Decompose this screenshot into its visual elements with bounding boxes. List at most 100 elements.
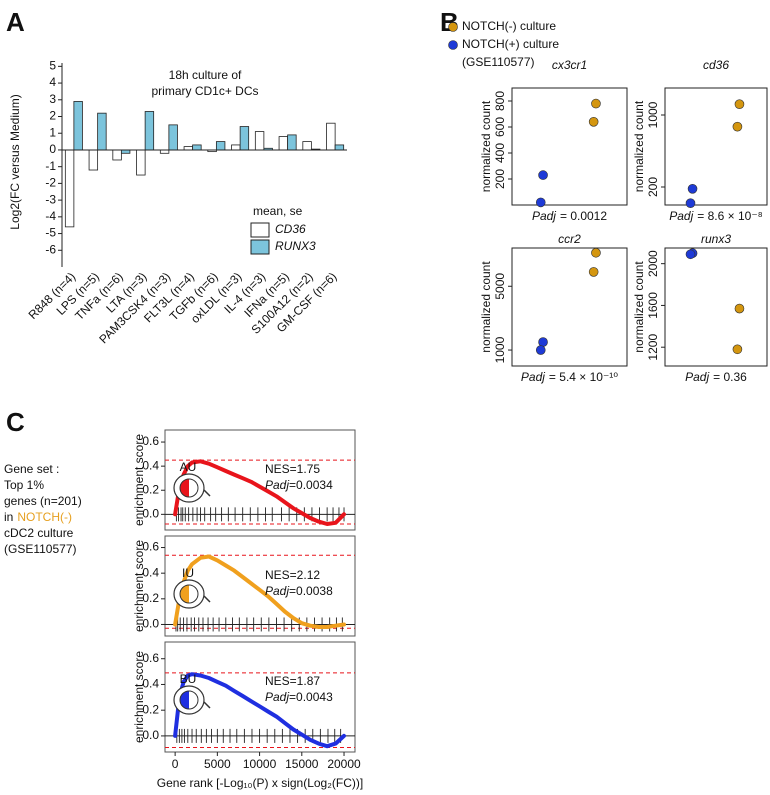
gene-set-text: Gene set : [4,462,59,476]
y-tick-label: 600 [493,117,507,137]
y-axis-label: enrichment score [132,651,146,743]
bar [136,149,146,176]
chart-title: 18h culture of [169,68,242,82]
point [732,344,743,355]
bar [168,124,178,151]
plot-frame [511,87,628,206]
y-tick-label: 0.0 [142,507,159,521]
panel-letter: C [6,407,25,437]
y-tick-label: 0 [49,142,56,156]
padj-note: Padj=0.0043 [265,690,333,704]
y-tick-label: 0.4 [142,458,159,472]
y-tick-label: 0.6 [142,434,159,448]
nes-label: NES=2.12 [265,568,320,582]
gene-set-line: genes (n=201) [4,494,82,508]
y-tick-label: -6 [45,242,56,256]
y-tick-label: 2000 [646,250,660,277]
legend-title: mean, se [253,204,303,218]
gene-set-line: Top 1% [4,478,44,492]
x-tick-label: 15000 [285,757,319,771]
eye-icon-fill [180,479,189,497]
plot-frame [511,247,628,367]
icon-label: AU [180,460,197,474]
bar [231,144,241,151]
legend-label: RUNX3 [275,239,316,253]
eye-icon-fill [180,585,189,603]
y-tick-label: 0.2 [142,482,159,496]
panel-letter: B [440,7,459,37]
bar [239,126,250,151]
y-axis-label: enrichment score [132,540,146,632]
padj-value: = 5.4 × 10⁻¹⁰ [549,370,618,384]
eye-icon-lens [179,690,199,710]
y-tick-label: 2 [49,109,56,123]
x-tick-label: 20000 [327,757,361,771]
point [734,99,745,109]
point [538,337,548,347]
y-tick-label: 1600 [646,292,660,319]
y-tick-label: 0.2 [142,591,159,605]
padj-value: =0.0034 [289,478,333,492]
panel-letter: A [6,7,25,37]
legend-marker [448,22,458,32]
legend-swatch [250,239,270,255]
point [535,345,546,355]
y-tick-label: 0.6 [142,651,159,665]
padj-note: Padj=0.0038 [265,584,333,598]
padj-label: Padj [669,209,693,223]
enrichment-curve [173,554,346,629]
eye-icon-lens [179,478,199,498]
point [535,197,546,208]
y-tick-label: 5 [49,59,56,73]
eye-icon-nerve [203,701,211,709]
bar [334,144,345,151]
chart-title: ccr2 [558,232,581,246]
bar [192,144,202,151]
chart-title: cd36 [703,58,729,72]
bar [254,131,265,151]
bar [112,149,122,161]
bar [302,141,312,151]
y-axis-label: normalized count [479,100,493,192]
bar [278,136,289,151]
gene-set-highlight: cDC2 culture [4,526,74,540]
plot-frame [664,247,768,367]
point [591,247,601,258]
y-tick-label: 1000 [493,336,507,363]
chart-title: cx3cr1 [552,58,587,72]
legend-label: NOTCH(+) culture [462,37,559,51]
y-tick-label: 0.4 [142,565,159,579]
legend-swatch [250,222,270,238]
gene-set-text: Top 1% [4,478,44,492]
eye-icon-lens [179,584,199,604]
bar [287,134,297,151]
padj-note: Padj = 0.36 [685,370,747,384]
y-tick-label: 1000 [646,101,660,128]
y-tick-label: -2 [45,176,56,190]
x-tick-label: 0 [172,757,179,771]
padj-value: = 0.36 [713,370,747,384]
y-tick-label: -1 [45,159,56,173]
point [685,198,696,208]
padj-label: Padj [521,370,545,384]
gene-set-highlight: NOTCH(-) [17,510,72,524]
y-tick-label: 0.0 [142,728,159,742]
y-tick-label: 4 [49,75,56,89]
gene-set-line: Gene set : [4,462,59,476]
bar [64,149,75,228]
y-tick-label: -4 [45,209,56,223]
y-tick-label: 400 [493,143,507,163]
y-tick-label: 200 [493,169,507,189]
plot-frame [664,87,768,206]
y-tick-label: 1200 [646,334,660,361]
y-tick-label: -5 [45,226,56,240]
y-tick-label: 0.2 [142,702,159,716]
bar [326,122,336,151]
bar [215,141,226,151]
eye-icon-nerve [203,595,211,603]
legend-label: NOTCH(-) culture [462,19,556,33]
gene-set-line: in [4,510,13,524]
bar [97,112,107,151]
enrichment-curve [173,459,346,526]
padj-value: = 8.6 × 10⁻⁸ [697,209,762,223]
